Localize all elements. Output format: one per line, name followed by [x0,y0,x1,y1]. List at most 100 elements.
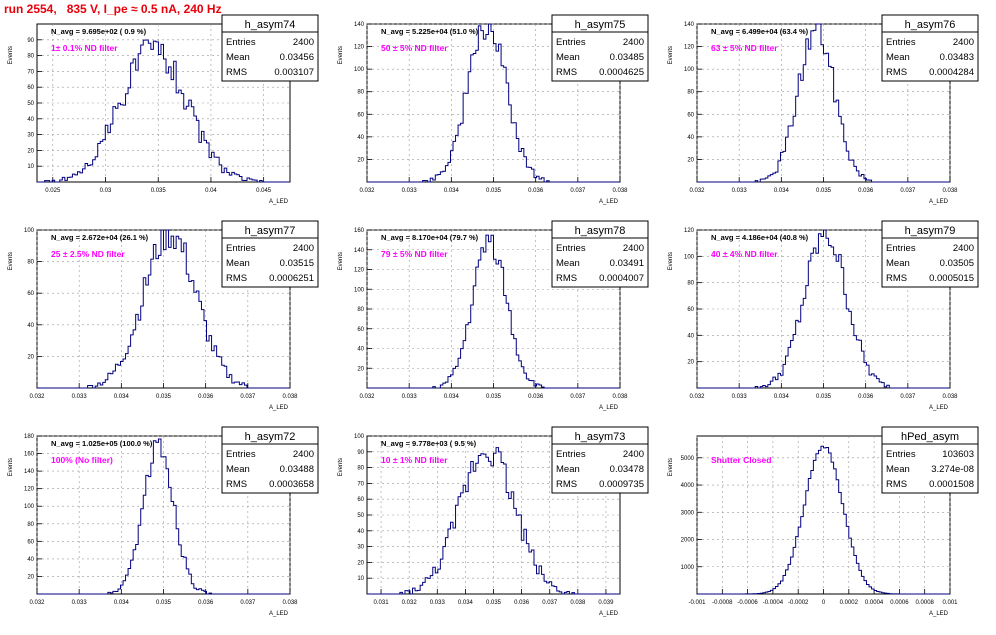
histogram-name: h_asym72 [245,431,296,443]
x-axis-label: A_LED [929,611,949,617]
stats-box [881,14,979,82]
x-axis-label: A_LED [929,405,949,411]
stats-entries-label: Entries [556,37,586,48]
y-axis-label: Events [338,458,344,476]
stats-mean-value: 0.03505 [940,258,974,269]
x-tick-label: 0.032 [689,394,705,400]
y-tick-label: 80 [687,281,694,287]
x-axis-label: A_LED [269,405,289,411]
stats-rms-value: 0.0004007 [599,273,644,284]
stats-mean-value: 0.03483 [940,52,974,63]
y-tick-label: 100 [354,287,365,293]
y-axis-label: Events [668,46,674,64]
histogram-chart: 0.032 0.033 0.034 0.035 0.036 0.037 0.038 20 40 6… [338,220,649,411]
filter-annotation: 50 ± 5% ND filter [381,43,448,53]
x-tick-label: 0.038 [612,188,628,194]
stats-mean-label: Mean [886,52,910,63]
y-tick-label: 140 [354,248,365,254]
stats-mean-label: Mean [556,52,580,63]
x-tick-label: 0.035 [816,394,832,400]
stats-entries-value: 2400 [953,37,974,48]
x-tick-label: 0.035 [156,394,172,400]
x-tick-label: 0.035 [151,188,167,194]
stats-mean-value: 3.274e-08 [931,464,974,475]
stats-rms-label: RMS [556,67,577,78]
y-tick-label: 40 [27,557,34,563]
histogram-chart: 0.032 0.033 0.034 0.035 0.036 0.037 0.038 20 40 6… [668,14,979,205]
x-tick-label: 0.036 [858,188,874,194]
y-tick-label: 20 [357,157,364,163]
x-tick-label: 0.031 [374,600,390,606]
y-tick-label: 1000 [681,565,695,571]
histogram-name: h_asym79 [905,225,956,237]
y-tick-label: 20 [27,148,34,154]
stats-entries-label: Entries [226,449,256,460]
stats-rms-label: RMS [226,67,247,78]
stats-mean-label: Mean [556,464,580,475]
stats-mean-value: 0.03456 [280,52,314,63]
x-tick-label: 0.038 [282,600,298,606]
stats-rms-label: RMS [886,273,907,284]
stats-box [881,220,979,288]
x-tick-label: 0.034 [458,600,474,606]
stats-rms-label: RMS [556,273,577,284]
x-tick-label: 0.039 [598,600,614,606]
x-tick-label: 0.037 [240,394,256,400]
histogram-panel-h_asym74: 0.025 0.03 0.035 0.04 0.045 10 20 30 40 50 60 70 80 9… [0,14,330,223]
histogram-line [37,438,290,595]
y-tick-label: 60 [357,497,364,503]
y-tick-label: 20 [357,366,364,372]
x-tick-label: 0.036 [198,394,214,400]
stats-box [551,14,649,82]
stats-mean-value: 0.03488 [280,464,314,475]
x-tick-label: 0.032 [359,394,375,400]
navg-label: N_avg = 6.499e+04 (63.4 %) [711,27,809,36]
y-tick-label: 120 [684,228,695,234]
y-tick-label: 60 [27,291,34,297]
stats-entries-value: 2400 [953,243,974,254]
stats-mean-value: 0.03478 [610,464,644,475]
y-tick-label: 160 [354,228,365,234]
stats-rms-value: 0.0004625 [599,67,644,78]
y-axis-label: Events [8,458,14,476]
stats-rms-value: 0.0005015 [929,273,974,284]
x-tick-label: 0.037 [240,600,256,606]
stats-box [551,220,649,288]
histogram-line [697,229,950,389]
histogram-chart: 0.032 0.033 0.034 0.035 0.036 0.037 0.038 20 40 6… [8,426,319,617]
x-tick-label: 0.032 [689,188,705,194]
x-tick-label: 0.035 [816,188,832,194]
histogram-panel-h_asym77: 0.032 0.033 0.034 0.035 0.036 0.037 0.038 20 40 6… [0,220,330,429]
x-tick-label: 0.032 [359,188,375,194]
histogram-name: h_asym74 [245,19,296,31]
y-tick-label: 60 [357,112,364,118]
y-tick-label: 100 [354,434,365,440]
navg-label: N_avg = 4.186e+04 (40.8 %) [711,233,809,242]
x-tick-label: 0.036 [528,394,544,400]
x-tick-label: 0.038 [942,188,958,194]
y-axis-label: Events [8,46,14,64]
x-tick-label: 0.033 [402,188,418,194]
y-tick-label: 80 [27,54,34,60]
y-tick-label: 20 [357,560,364,566]
histogram-panel-h_asym75: 0.032 0.033 0.034 0.035 0.036 0.037 0.038 20 40 6… [330,14,660,223]
y-tick-label: 40 [357,529,364,535]
stats-rms-label: RMS [226,273,247,284]
x-tick-label: 0.034 [444,188,460,194]
filter-annotation: 10 ± 1% ND filter [381,455,448,465]
y-tick-label: 120 [684,45,695,51]
y-tick-label: 100 [24,504,35,510]
stats-entries-value: 103603 [942,449,974,460]
histogram-panel-h_asym73: 0.031 0.032 0.033 0.034 0.035 0.036 0.037 0.038… [330,426,660,635]
x-tick-label: 0.034 [114,394,130,400]
y-tick-label: 10 [357,576,364,582]
navg-label: N_avg = 9.695e+02 ( 0.9 %) [51,27,147,36]
histogram-chart: 0.025 0.03 0.035 0.04 0.045 10 20 30 40 50 60 70 80 9… [8,14,319,205]
y-tick-label: 140 [684,22,695,28]
histogram-chart: 0.032 0.033 0.034 0.035 0.036 0.037 0.038 20 40 6… [8,220,319,411]
navg-label: N_avg = 5.225e+04 (51.0 %) [381,27,479,36]
histogram-name: h_asym73 [575,431,626,443]
y-tick-label: 20 [687,157,694,163]
x-tick-label: 0.035 [486,600,502,606]
histogram-name: h_asym76 [905,19,956,31]
